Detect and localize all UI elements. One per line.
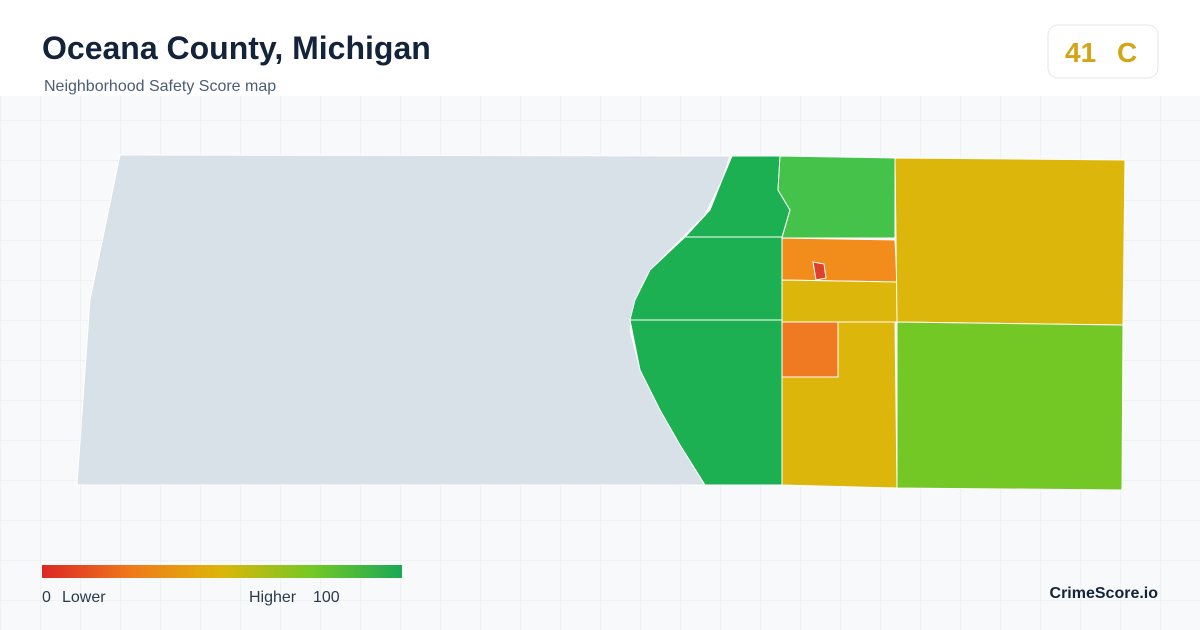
tract xyxy=(781,321,898,489)
title: Oceana County, Michigan xyxy=(42,30,431,66)
tract xyxy=(896,321,1124,491)
legend-max-label: Higher xyxy=(249,589,297,606)
tract xyxy=(894,157,1126,326)
legend-min-label: Lower xyxy=(62,589,106,606)
score-grade: C xyxy=(1117,37,1137,68)
legend-min: 0 xyxy=(42,589,51,606)
tract xyxy=(781,279,898,323)
legend-max: 100 xyxy=(313,589,340,606)
legend-gradient xyxy=(42,565,402,578)
score-value: 41 xyxy=(1065,37,1096,68)
tract xyxy=(777,155,896,239)
header-bg xyxy=(0,0,1200,96)
map xyxy=(76,154,1126,491)
tract xyxy=(812,261,827,281)
lake-region xyxy=(76,154,731,486)
tract xyxy=(781,321,839,378)
subtitle: Neighborhood Safety Score map xyxy=(44,78,276,95)
score-box xyxy=(1047,24,1159,79)
brand: CrimeScore.io xyxy=(1050,585,1159,602)
tract xyxy=(781,237,898,283)
